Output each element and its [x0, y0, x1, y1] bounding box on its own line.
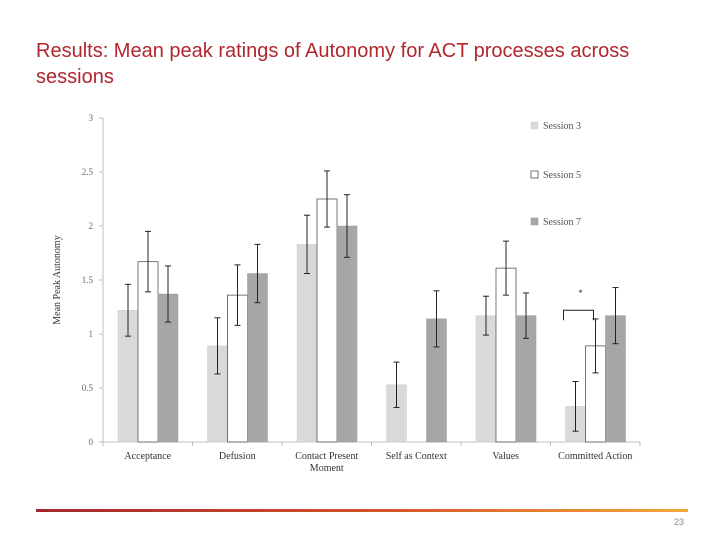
y-axis-label: Mean Peak Autonomy — [52, 235, 63, 324]
bar-session-5 — [316, 198, 338, 443]
chart-error-bars — [125, 170, 619, 432]
chart-bars — [117, 198, 626, 443]
y-tick-label: 2.5 — [82, 167, 94, 177]
x-tick-label: Moment — [310, 463, 344, 474]
page-number: 23 — [673, 517, 684, 527]
legend-swatch — [530, 170, 539, 179]
x-tick-label: Acceptance — [124, 451, 171, 462]
x-tick-label: Defusion — [219, 451, 256, 462]
x-tick-label: Values — [492, 451, 519, 462]
legend-label: Session 7 — [543, 217, 581, 228]
significance-bracket — [563, 309, 594, 321]
chart-legend: Session 3 Session 5 Session 7 — [530, 121, 581, 228]
legend-swatch — [530, 217, 539, 226]
chart-labels: 0 0.5 1 1.5 2 2.5 3 Mean Peak Autonomy Acceptanc… — [52, 113, 632, 474]
legend-label: Session 3 — [543, 121, 581, 132]
slide-title: Results: Mean peak ratings of Autonomy f… — [36, 40, 630, 88]
y-tick-label: 1.5 — [82, 275, 94, 285]
x-tick-label: Self as Context — [386, 451, 447, 462]
legend-swatch — [530, 121, 539, 130]
y-tick-label: 0.5 — [82, 383, 94, 393]
x-tick-label: Contact Present — [295, 451, 358, 462]
significance-marker: * — [578, 288, 583, 298]
bar-session-7 — [336, 225, 358, 443]
x-tick-label: Committed Action — [558, 451, 632, 462]
legend-label: Session 5 — [543, 170, 581, 181]
chart-axes — [99, 117, 641, 446]
y-tick-label: 2 — [89, 221, 94, 231]
y-tick-label: 0 — [89, 437, 94, 447]
y-tick-label: 3 — [89, 113, 94, 123]
y-tick-label: 1 — [89, 329, 94, 339]
footer-divider — [36, 509, 688, 512]
